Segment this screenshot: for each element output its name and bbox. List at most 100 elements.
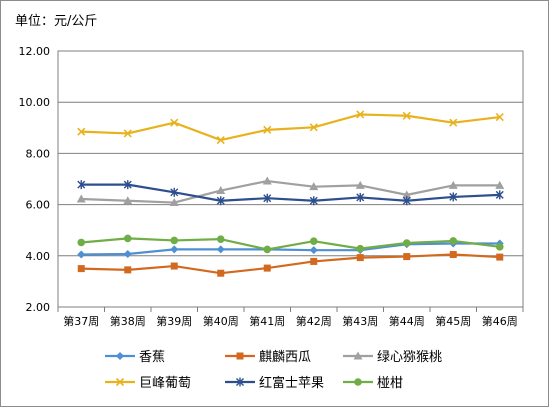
data-point	[263, 264, 271, 272]
legend-label: 绿心猕猴桃	[377, 350, 442, 365]
legend-label: 红富士苹果	[259, 375, 324, 391]
x-tick-label: 第46周	[482, 314, 518, 328]
legend-item: 巨峰葡萄	[105, 376, 191, 391]
data-point	[309, 196, 318, 206]
legend-item: 红富士苹果	[225, 375, 324, 391]
x-tick-label: 第37周	[63, 314, 99, 328]
series-4	[77, 180, 504, 206]
legend-item: 香蕉	[105, 350, 165, 365]
data-point	[77, 127, 86, 136]
legend-item: 绿心猕猴桃	[343, 350, 442, 365]
legend-swatch-marker	[236, 377, 244, 387]
legend-swatch-marker	[353, 351, 363, 360]
data-point	[356, 254, 364, 262]
data-point	[123, 180, 132, 190]
data-point	[170, 236, 179, 245]
data-point	[77, 238, 86, 247]
data-point	[123, 196, 133, 205]
data-point	[449, 251, 457, 259]
series-line	[81, 183, 500, 202]
data-point	[495, 190, 504, 200]
data-point	[77, 250, 86, 259]
legend-label: 香蕉	[139, 350, 165, 365]
data-point	[449, 192, 458, 202]
legend-swatch-marker	[354, 378, 362, 386]
series-2	[76, 176, 505, 207]
series-line	[81, 179, 500, 204]
data-point	[449, 118, 458, 127]
x-tick-label: 第45周	[435, 314, 471, 328]
data-point	[402, 111, 411, 120]
legend-item: 麒麟西瓜	[225, 349, 311, 365]
data-point	[310, 257, 318, 265]
legend-swatch-marker	[116, 352, 124, 360]
y-tick-label: 6.00	[26, 199, 51, 212]
data-point	[216, 196, 225, 206]
legend-swatch-marker	[236, 352, 244, 360]
data-point	[309, 237, 318, 246]
series-line	[81, 237, 500, 251]
data-point	[448, 180, 458, 189]
series-5	[77, 234, 504, 254]
data-point	[309, 182, 319, 191]
data-point	[170, 245, 179, 254]
data-point	[216, 245, 225, 254]
x-tick-label: 第39周	[156, 314, 192, 328]
data-point	[495, 180, 505, 189]
data-point	[216, 235, 225, 243]
x-tick-label: 第43周	[342, 314, 378, 328]
grid-layer	[57, 50, 524, 308]
data-point	[263, 125, 272, 134]
data-point	[449, 237, 458, 245]
series-3	[77, 110, 504, 145]
data-point	[123, 234, 132, 243]
data-point	[402, 190, 412, 199]
data-point	[123, 250, 132, 259]
y-tick-label: 12.00	[19, 45, 51, 58]
data-point	[170, 187, 179, 197]
data-point	[217, 269, 225, 277]
data-point	[496, 253, 504, 261]
x-tick-label: 第41周	[249, 314, 285, 328]
data-point	[76, 194, 86, 203]
legend-item: 椪柑	[343, 376, 403, 391]
data-point	[403, 253, 411, 261]
y-tick-label: 2.00	[26, 301, 51, 314]
series-line	[81, 242, 500, 256]
data-point	[216, 136, 225, 145]
data-point	[356, 192, 365, 202]
series-line	[81, 253, 500, 275]
x-tick-label: 第38周	[110, 314, 146, 328]
y-tick-label: 10.00	[19, 96, 51, 109]
legend-label: 椪柑	[377, 376, 403, 391]
data-point	[356, 110, 365, 119]
data-point	[495, 112, 504, 122]
series-layer	[76, 110, 505, 277]
y-tick-label: 8.00	[26, 147, 51, 160]
data-point	[77, 180, 86, 190]
data-point	[169, 198, 179, 207]
legend-label: 麒麟西瓜	[259, 349, 311, 365]
x-tick-label: 第42周	[296, 314, 332, 328]
data-point	[262, 176, 272, 185]
data-point	[355, 180, 365, 189]
data-point	[123, 129, 132, 138]
data-point	[402, 196, 411, 206]
data-point	[402, 239, 411, 247]
data-point	[263, 245, 272, 254]
unit-label: 单位：元/公斤	[15, 14, 98, 29]
data-point	[170, 262, 178, 270]
data-point	[309, 123, 318, 132]
data-point	[77, 265, 85, 273]
data-point	[495, 243, 504, 251]
legend-swatch-marker	[115, 377, 125, 387]
series-1	[77, 251, 504, 277]
data-point	[216, 186, 226, 195]
data-point	[356, 244, 365, 253]
x-tick-label: 第44周	[389, 314, 425, 328]
legend-label: 巨峰葡萄	[139, 376, 191, 391]
